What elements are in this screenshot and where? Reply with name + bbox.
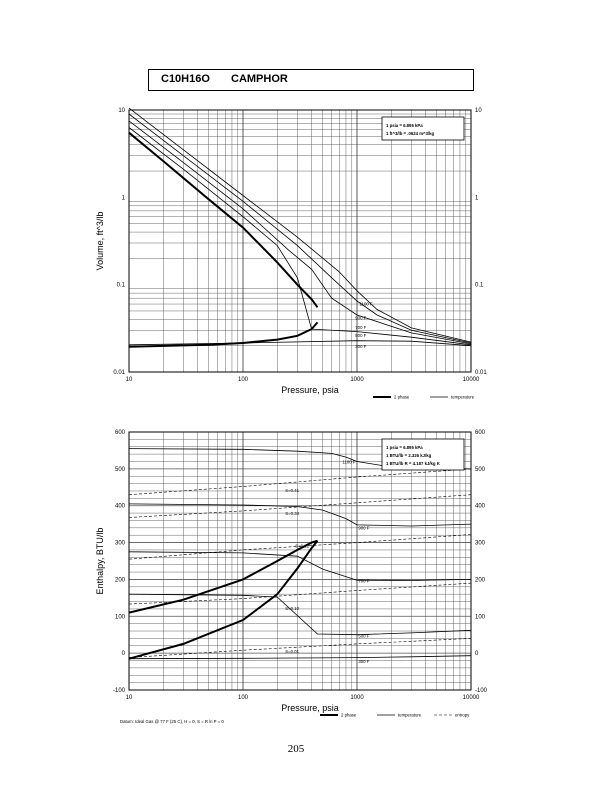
y-tick-label-right: 10	[475, 108, 482, 114]
chemical-formula: C10H16O	[161, 73, 210, 85]
y-tick-label-right: -100	[475, 688, 488, 694]
x-tick-label: 100	[238, 377, 249, 383]
entropy-label: S=0.10	[285, 606, 299, 611]
x-tick-label: 10000	[463, 695, 480, 701]
isotherm-line	[128, 340, 472, 347]
entropy-line	[128, 534, 472, 560]
isotherm-line	[128, 120, 472, 345]
y-tick-label: 0.01	[113, 370, 125, 376]
isotherm-label: 900 F	[355, 315, 366, 320]
y-tick-label: 100	[115, 614, 126, 620]
isotherm-label: 1100 F	[342, 459, 355, 464]
isotherm-line	[128, 107, 472, 343]
x-axis-label: Pressure, psia	[281, 703, 339, 713]
y-tick-label-right: 300	[475, 541, 486, 547]
conversion-text: 1 ft^3/lb = .0624 m^3/kg	[386, 131, 435, 136]
compound-name: CAMPHOR	[231, 73, 288, 85]
y-tick-label: 10	[118, 108, 125, 114]
x-tick-label: 1000	[350, 695, 364, 701]
conversion-text: 1 psia = 6.895 kPa	[386, 123, 423, 128]
entropy-line	[128, 468, 472, 495]
y-tick-label-right: 500	[475, 467, 486, 473]
isotherm-label: 1100 F	[359, 301, 372, 306]
entropy-label: S=0.41	[285, 488, 299, 493]
legend-label: 2 phase	[341, 713, 357, 718]
y-tick-label: 300	[115, 541, 126, 547]
conversion-text: 1 psia = 6.895 kPa	[386, 445, 423, 450]
conversion-box	[381, 438, 465, 471]
legend-label: entropy	[455, 713, 470, 718]
isotherm-line	[128, 593, 472, 636]
two-phase-vapor-curve	[128, 131, 319, 308]
y-axis-label: Volume, ft^3/lb	[95, 212, 105, 271]
isotherm-line	[128, 551, 472, 581]
legend-label: 2 phase	[394, 395, 410, 400]
y-tick-label-right: 100	[475, 614, 486, 620]
y-tick-label-right: 0.1	[475, 283, 484, 289]
entropy-line	[128, 638, 472, 658]
conversion-text: 1 BTU/lb R = 4.187 kJ/kg K	[386, 461, 441, 466]
x-tick-label: 1000	[350, 377, 364, 383]
isotherm-label: 700 F	[355, 325, 366, 330]
isotherm-label: 700 F	[358, 578, 369, 583]
y-tick-label-right: 0.01	[475, 370, 487, 376]
y-tick-label-right: 600	[475, 430, 486, 436]
y-tick-label: 1	[122, 195, 126, 201]
two-phase-liquid-curve	[128, 321, 319, 348]
isotherm-line	[128, 503, 472, 527]
page-number: 205	[287, 743, 305, 755]
y-tick-label: 400	[115, 504, 126, 510]
y-tick-label-right: 0	[475, 651, 479, 657]
isotherm-label: 300 F	[355, 344, 366, 349]
entropy-label: S=0.34	[285, 511, 299, 516]
chart-1	[128, 107, 472, 398]
two-phase-vapor-curve	[128, 539, 318, 614]
isotherm-line	[128, 127, 472, 346]
isotherm-label: 300 F	[358, 659, 369, 664]
legend-label: temperature	[398, 713, 422, 718]
entropy-line	[128, 582, 472, 605]
isotherm-label: 500 F	[355, 333, 366, 338]
entropy-label: S=0.22	[295, 543, 309, 548]
y-tick-label: 500	[115, 467, 126, 473]
y-tick-label: 200	[115, 577, 126, 583]
x-tick-label: 10	[126, 377, 133, 383]
y-tick-label: -100	[113, 688, 126, 694]
x-tick-label: 10	[126, 695, 133, 701]
compound-header: C10H16O CAMPHOR	[148, 69, 474, 91]
y-tick-label-right: 200	[475, 577, 486, 583]
isotherm-label: 900 F	[358, 526, 369, 531]
legend-label: temperature	[451, 395, 475, 400]
y-axis-label: Enthalpy, BTU/lb	[95, 528, 105, 595]
plot-frame	[128, 109, 472, 373]
isotherm-line	[128, 655, 472, 660]
y-tick-label-right: 400	[475, 504, 486, 510]
x-axis-label: Pressure, psia	[281, 385, 339, 395]
y-tick-label-right: 1	[475, 195, 479, 201]
isotherm-label: 500 F	[358, 634, 369, 639]
entropy-label: S=0.01	[285, 649, 299, 654]
plot-frame	[128, 431, 472, 691]
isotherm-line	[128, 113, 472, 344]
entropy-line	[128, 494, 472, 518]
y-tick-label: 0.1	[117, 283, 126, 289]
two-phase-liquid-curve	[128, 540, 319, 660]
y-tick-label: 0	[122, 651, 126, 657]
y-tick-label: 600	[115, 430, 126, 436]
x-tick-label: 100	[238, 695, 249, 701]
datum-note: Datum: Ideal Gas @ 77 F (25 C), H = 0, S…	[120, 719, 224, 724]
conversion-text: 1 BTU/lb = 2.326 kJ/kg	[386, 453, 432, 458]
x-tick-label: 10000	[463, 377, 480, 383]
chart-2	[128, 431, 472, 716]
conversion-box	[381, 116, 465, 141]
